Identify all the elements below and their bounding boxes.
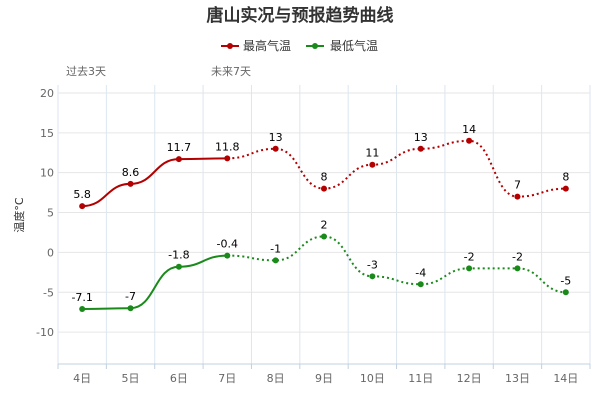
y-tick-label: 15 <box>40 127 54 140</box>
series-low-point <box>175 263 182 270</box>
series-high-data-label: 13 <box>414 131 428 144</box>
series-high-data-label: 11 <box>365 147 379 160</box>
x-axis: 4日 5日 6日 7日 8日 9日 10日 11日 12日 13日 14日 <box>57 363 591 385</box>
x-tick-label: 5日 <box>122 372 140 385</box>
period-future-label: 未来7天 <box>211 65 251 78</box>
x-tick-label: 9日 <box>315 372 333 385</box>
series-low-point <box>369 273 376 280</box>
y-tick-label: 20 <box>40 87 54 100</box>
series-low-data-label: -4 <box>415 266 426 279</box>
y-tick-label: 5 <box>47 207 54 220</box>
series-low-point <box>79 305 86 312</box>
period-past-label: 过去3天 <box>66 65 106 78</box>
series-high-point <box>417 145 424 152</box>
series-low-data-label: -7.1 <box>71 291 92 304</box>
x-tick-label: 8日 <box>267 372 285 385</box>
series-low-forecast-line <box>227 235 566 294</box>
grid <box>57 85 591 364</box>
series-high-data-label: 11.8 <box>215 140 240 153</box>
y-tick-label: -10 <box>36 326 54 339</box>
series-low-data-label: 2 <box>321 218 328 231</box>
x-tick-label: 6日 <box>170 372 188 385</box>
series-high-observed-line <box>82 157 228 208</box>
series-high-point <box>369 161 376 168</box>
y-tick-label: 10 <box>40 167 54 180</box>
series-high-data-label: 11.7 <box>167 141 192 154</box>
y-axis-label: 温度°C <box>12 197 26 232</box>
x-tick-label: 14日 <box>553 372 578 385</box>
legend-high-marker <box>227 43 233 49</box>
series-high-data-label: 7 <box>514 179 521 192</box>
legend-item-high[interactable]: 最高气温 <box>221 38 291 53</box>
series-low-observed-line <box>82 254 228 310</box>
series-low-point <box>127 305 134 312</box>
series-low-data-label: -1.8 <box>168 249 189 262</box>
series-low-point <box>514 265 521 272</box>
series-low-data-label: -3 <box>367 258 378 271</box>
x-tick-label: 11日 <box>408 372 433 385</box>
series-low-data-label: -5 <box>560 274 571 287</box>
legend: 最高气温 最低气温 <box>221 38 378 53</box>
series-low-data-label: -1 <box>270 242 281 255</box>
x-tick-label: 12日 <box>457 372 482 385</box>
series-layer: 5.8 8.6 11.7 11.8 13 8 11 13 14 7 8 -7.1 -7 -1.8 -0.4 -… <box>71 123 571 312</box>
series-high-data-label: 5.8 <box>73 188 91 201</box>
series-high-point <box>79 203 86 210</box>
series-high-point <box>224 155 231 162</box>
series-low-point <box>321 233 327 240</box>
x-tick-label: 7日 <box>218 372 236 385</box>
x-tick-label: 10日 <box>360 372 385 385</box>
series-low-point <box>417 281 424 288</box>
series-low-point <box>466 265 473 272</box>
series-low-point <box>272 257 279 264</box>
series-high-point <box>272 145 279 152</box>
series-high-point <box>466 137 473 144</box>
legend-low-marker <box>312 43 318 49</box>
y-tick-label: -5 <box>43 286 54 299</box>
legend-low-label: 最低气温 <box>330 38 378 53</box>
chart-title: 唐山实况与预报趋势曲线 <box>207 5 394 26</box>
series-low-point <box>562 289 569 296</box>
series-high-data-label: 8.6 <box>122 166 140 179</box>
series-high-data-label: 13 <box>269 131 283 144</box>
y-tick-label: 0 <box>47 246 54 259</box>
series-high-point <box>175 156 182 163</box>
series-low-point <box>224 252 231 259</box>
series-high-data-label: 8 <box>321 171 328 184</box>
series-high-point <box>321 185 327 192</box>
series-high-point <box>514 193 521 200</box>
series-low-data-label: -7 <box>125 290 136 303</box>
legend-high-label: 最高气温 <box>243 38 291 53</box>
series-high-point <box>562 185 569 192</box>
y-axis-ticks: -10 -5 0 5 10 15 20 <box>36 87 54 339</box>
series-low-data-label: -2 <box>512 250 523 263</box>
legend-item-low[interactable]: 最低气温 <box>306 38 378 53</box>
series-high-data-label: 8 <box>562 171 569 184</box>
x-tick-label: 4日 <box>73 372 91 385</box>
series-low-data-label: -0.4 <box>217 238 238 251</box>
series-high-data-label: 14 <box>462 123 476 136</box>
series-low-data-label: -2 <box>464 250 475 263</box>
series-high-forecast-line <box>227 139 566 198</box>
x-tick-label: 13日 <box>505 372 530 385</box>
series-high-point <box>127 180 134 187</box>
